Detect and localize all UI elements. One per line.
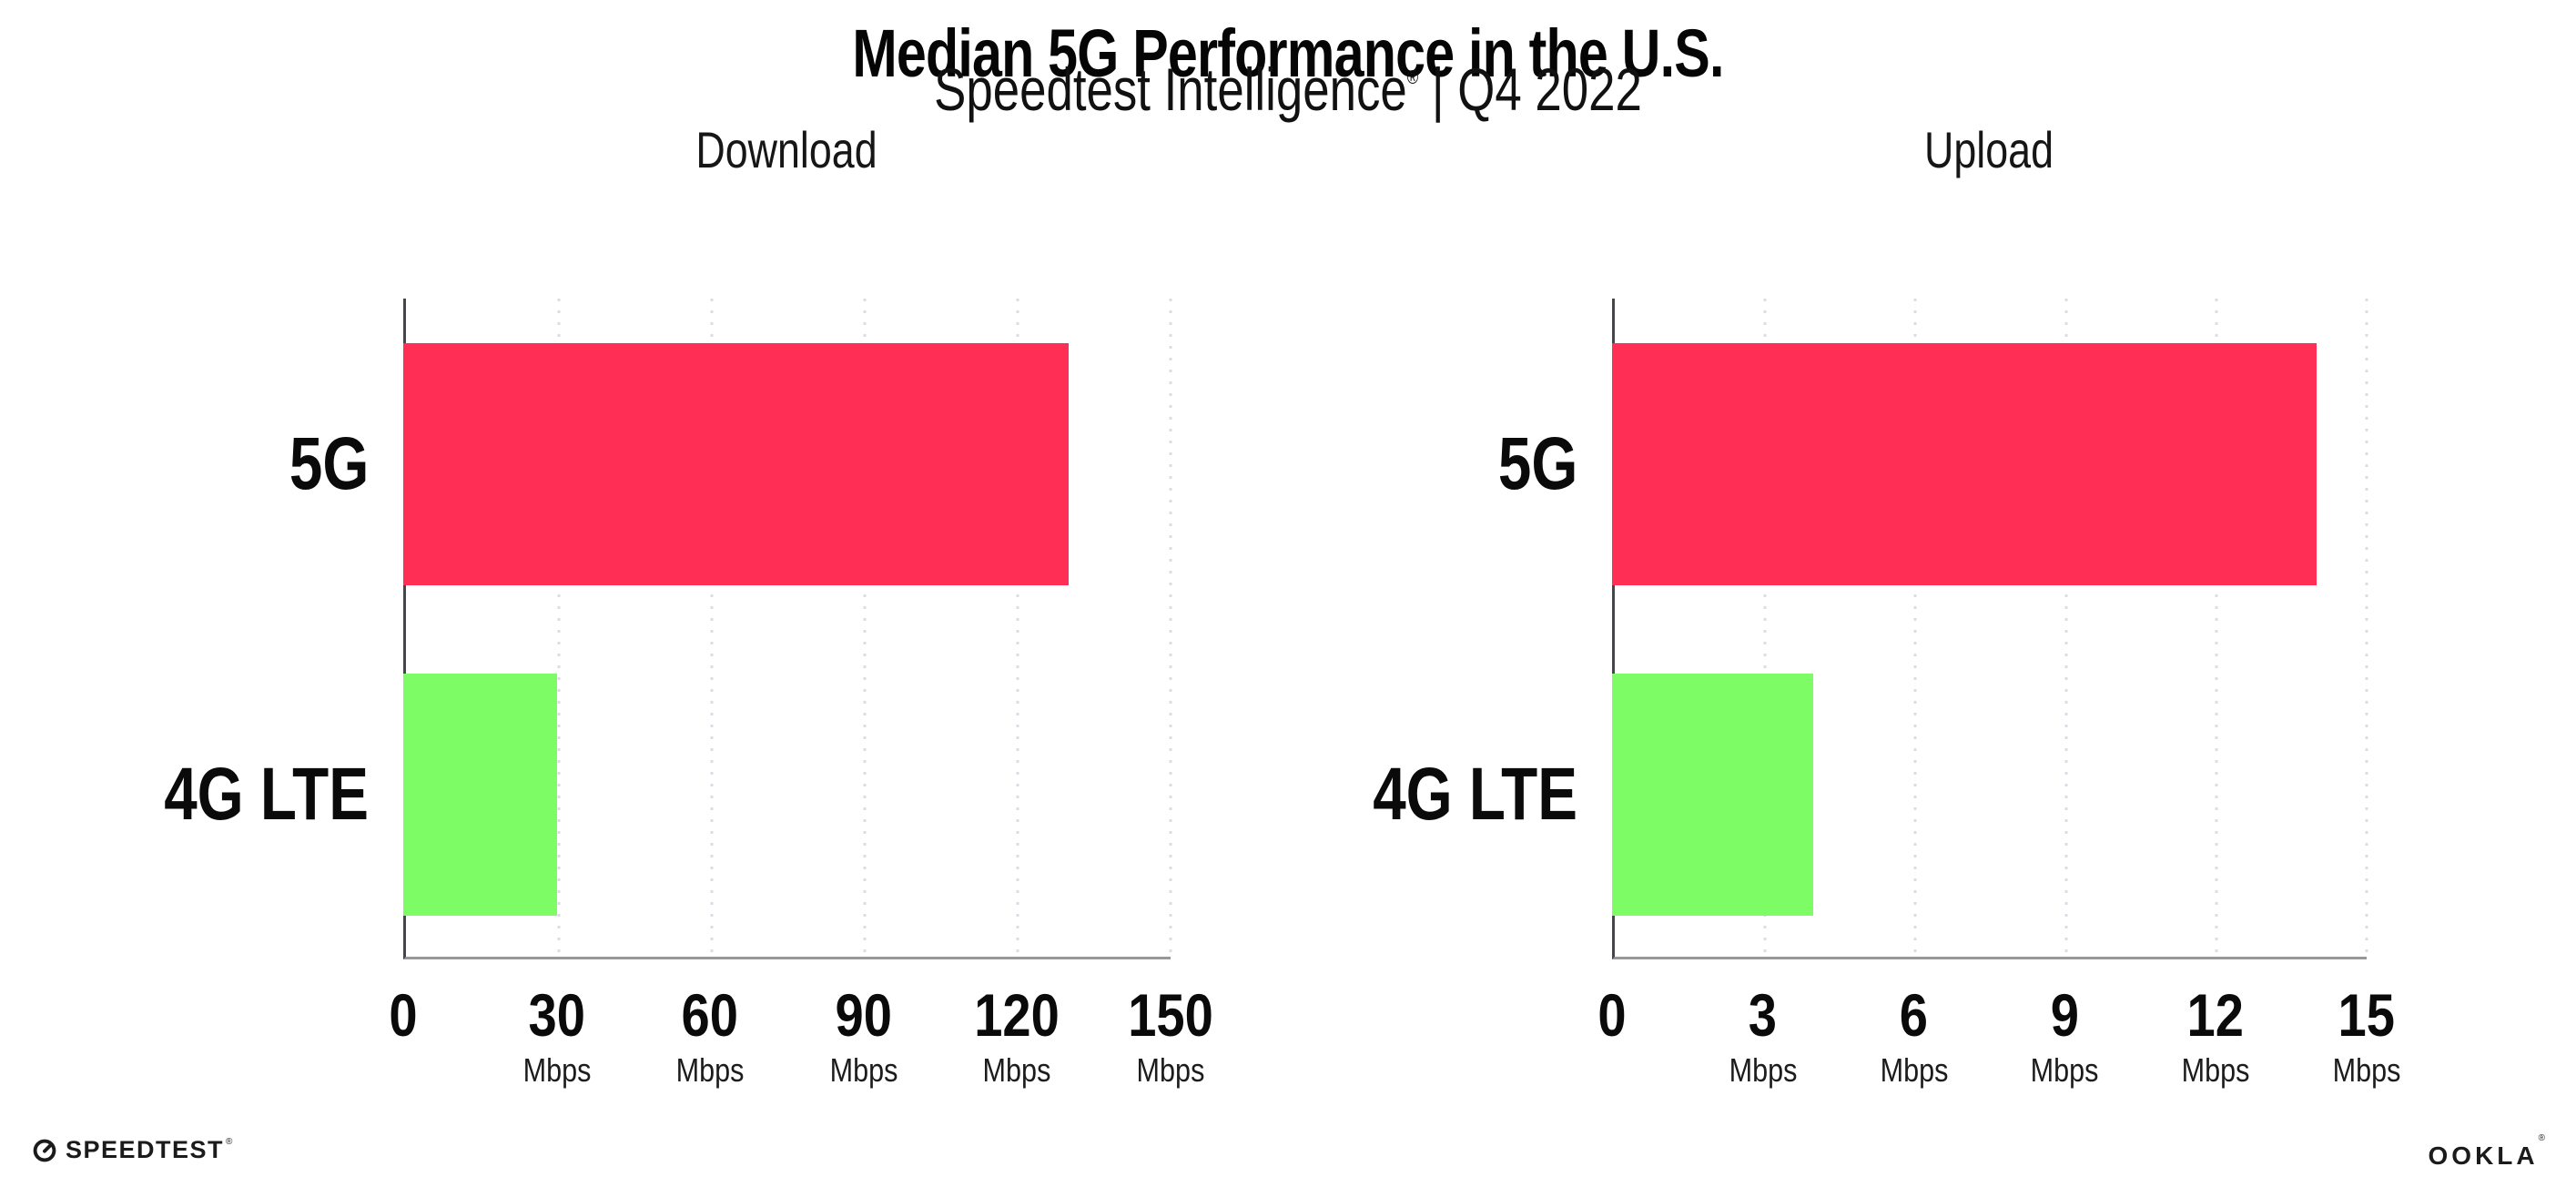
ookla-wordmark: OOKLA: [2428, 1141, 2539, 1170]
gridline-9: [2064, 299, 2068, 957]
x-tick-value: 30: [528, 981, 585, 1049]
page-subtitle-text: Speedtest Intelligence® | Q4 2022: [934, 55, 1642, 124]
bar-row-5g: 5G: [127, 299, 1171, 629]
x-tick-150: 150 Mbps: [1121, 985, 1221, 1087]
plot-area: [403, 299, 1172, 959]
download-chart: 5G 4G LTE 0 30 Mbps 60 Mbps 90 Mbps 120 Mbps 150 Mb…: [127, 299, 1213, 1087]
x-tick-6: 6 Mbps: [1874, 985, 1954, 1087]
bar-row-5g: 5G: [1334, 299, 2367, 629]
x-tick-unit: Mbps: [2030, 1051, 2099, 1089]
x-tick-value: 150: [1128, 981, 1213, 1049]
category-label-4g-lte: 4G LTE: [1334, 629, 1612, 959]
gridline-6: [1913, 299, 1917, 957]
subtitle-period: | Q4 2022: [1418, 56, 1642, 123]
subtitle-brand: Speedtest Intelligence: [934, 56, 1407, 123]
category-label-text: 4G LTE: [164, 752, 369, 836]
page-title-text: Median 5G Performance in the U.S.: [852, 15, 1724, 91]
gridline-12: [2215, 299, 2218, 957]
chart-title-download: Download: [695, 121, 877, 178]
bar-area: [1612, 629, 2367, 959]
x-tick-15: 15 Mbps: [2327, 985, 2407, 1087]
bar-area: [403, 299, 1171, 629]
category-label-text: 4G LTE: [1373, 752, 1577, 836]
x-tick-unit: Mbps: [829, 1051, 898, 1089]
bar-4g-lte: [403, 673, 557, 916]
x-tick-unit: Mbps: [522, 1051, 592, 1089]
gridline-15: [2365, 299, 2368, 957]
speedtest-wordmark: SPEEDTEST: [66, 1136, 225, 1163]
x-tick-value: 12: [2186, 981, 2245, 1049]
x-tick-unit: Mbps: [982, 1051, 1051, 1089]
x-tick-120: 120 Mbps: [967, 985, 1067, 1087]
bar-row-4g-lte: 4G LTE: [1334, 629, 2367, 959]
x-tick-3: 3 Mbps: [1723, 985, 1803, 1087]
gridline-60: [710, 299, 714, 957]
gridline-30: [557, 299, 561, 957]
bar-area: [403, 629, 1171, 959]
upload-chart: 5G 4G LTE 0 3 Mbps 6 Mbps 9 Mbps 12 Mbps 15 Mbps: [1334, 299, 2400, 1087]
x-axis-ticks: 0 3 Mbps 6 Mbps 9 Mbps 12 Mbps 15 Mbps: [1597, 959, 2400, 1114]
x-tick-0: 0: [387, 985, 421, 1045]
x-tick-12: 12 Mbps: [2175, 985, 2256, 1087]
category-label-text: 5G: [1497, 421, 1577, 505]
category-label-text: 5G: [289, 421, 369, 505]
x-tick-unit: Mbps: [1729, 1051, 1798, 1089]
x-tick-0: 0: [1596, 985, 1629, 1045]
gridline-3: [1763, 299, 1767, 957]
x-axis-ticks: 0 30 Mbps 60 Mbps 90 Mbps 120 Mbps 150 Mbps: [389, 959, 1212, 1114]
chart-title-upload: Upload: [1924, 121, 2054, 178]
x-tick-value: 120: [974, 981, 1060, 1049]
page-subtitle: Speedtest Intelligence® | Q4 2022: [846, 55, 1730, 124]
bar-row-4g-lte: 4G LTE: [127, 629, 1171, 959]
x-tick-unit: Mbps: [2332, 1051, 2401, 1089]
x-tick-30: 30 Mbps: [517, 985, 597, 1087]
x-tick-90: 90 Mbps: [824, 985, 904, 1087]
x-tick-unit: Mbps: [675, 1051, 745, 1089]
x-tick-unit: Mbps: [1880, 1051, 1949, 1089]
x-tick-unit: Mbps: [2181, 1051, 2250, 1089]
rows: 5G 4G LTE: [1334, 299, 2367, 959]
gridline-120: [1016, 299, 1019, 957]
x-tick-value: 0: [389, 981, 418, 1049]
x-tick-value: 60: [681, 981, 739, 1049]
speedtest-registered-mark: ®: [226, 1137, 233, 1147]
x-tick-value: 90: [835, 981, 892, 1049]
x-tick-value: 9: [2050, 981, 2079, 1049]
x-tick-value: 6: [1899, 981, 1929, 1049]
category-label-5g: 5G: [1334, 299, 1612, 629]
x-tick-value: 15: [2338, 981, 2396, 1049]
ookla-logo: OOKLA ®: [2428, 1133, 2545, 1171]
plot-area: [1612, 299, 2368, 959]
speedtest-logo: SPEEDTEST ®: [33, 1136, 232, 1164]
x-tick-value: 3: [1749, 981, 1778, 1049]
gridline-150: [1169, 299, 1172, 957]
bar-5g: [403, 342, 1069, 585]
bar-5g: [1612, 342, 2317, 585]
ookla-registered-mark: ®: [2538, 1133, 2545, 1143]
bar-4g-lte: [1612, 673, 1814, 916]
registered-mark: ®: [1406, 67, 1419, 88]
speedtest-gauge-icon: [33, 1139, 56, 1161]
x-tick-unit: Mbps: [1136, 1051, 1205, 1089]
page-title: Median 5G Performance in the U.S.: [744, 15, 1833, 92]
category-label-5g: 5G: [127, 299, 403, 629]
x-tick-9: 9 Mbps: [2024, 985, 2104, 1087]
x-tick-60: 60 Mbps: [670, 985, 750, 1087]
rows: 5G 4G LTE: [127, 299, 1171, 959]
gridline-90: [863, 299, 867, 957]
category-label-4g-lte: 4G LTE: [127, 629, 403, 959]
bar-area: [1612, 299, 2367, 629]
x-tick-value: 0: [1597, 981, 1627, 1049]
